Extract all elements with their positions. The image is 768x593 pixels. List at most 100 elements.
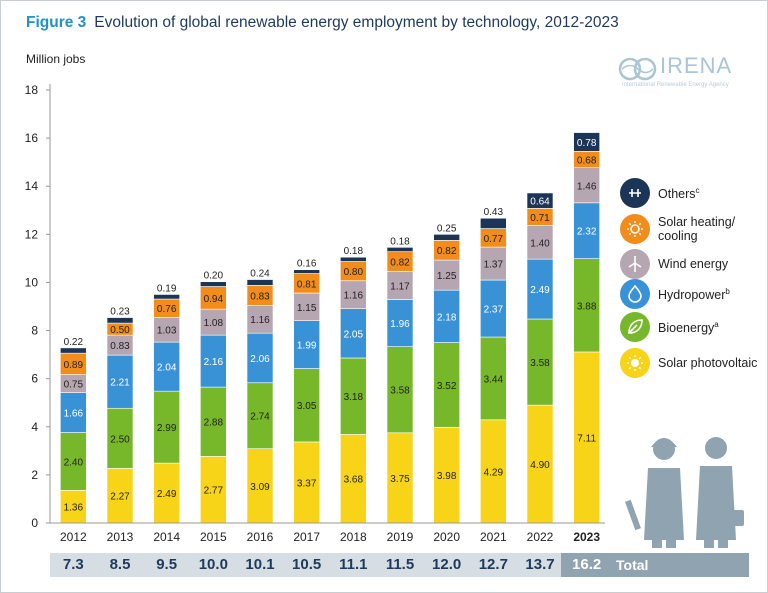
y-tick-label: 8 — [31, 324, 38, 338]
data-label: 1.17 — [390, 281, 410, 292]
bar-segment — [246, 382, 274, 449]
x-tick-label: 2013 — [107, 530, 134, 544]
x-tick-label: 2017 — [293, 530, 320, 544]
legend-label: Solar photovoltaic — [658, 356, 758, 370]
data-label: 3.52 — [437, 381, 457, 392]
bar-segment — [60, 489, 87, 524]
data-label: 0.94 — [204, 294, 224, 305]
data-label: 2.27 — [110, 492, 130, 503]
plug-icon — [620, 178, 650, 208]
data-label: 2.40 — [64, 457, 84, 468]
y-axis-label: Million jobs — [26, 52, 86, 66]
total-value: 12.0 — [432, 556, 462, 573]
sun-outline-icon — [620, 214, 650, 244]
total-value: 8.5 — [109, 556, 131, 573]
bar-segment — [526, 404, 554, 524]
y-tick-label: 6 — [31, 372, 38, 386]
sun-icon — [620, 348, 650, 378]
data-label: 0.77 — [484, 234, 504, 245]
data-label: 0.71 — [530, 213, 550, 224]
bar-segment — [246, 332, 274, 384]
data-label: 1.46 — [577, 181, 597, 192]
bar-segment — [153, 390, 180, 464]
legend-label: Bioenergya — [658, 320, 719, 336]
y-tick-label: 2 — [31, 468, 38, 482]
bar-segment — [153, 462, 180, 524]
bar-segment — [433, 342, 460, 428]
legend-item: Othersc — [620, 175, 768, 211]
data-label: 2.32 — [577, 227, 597, 238]
legend-footnote-mark: b — [725, 287, 730, 297]
data-label: 1.03 — [157, 326, 177, 337]
bar-segment — [106, 317, 134, 324]
data-label: 0.19 — [157, 283, 177, 294]
data-label: 0.78 — [577, 138, 597, 149]
data-label: 2.88 — [204, 418, 224, 429]
data-label: 1.96 — [390, 319, 410, 330]
bar-segment — [480, 419, 507, 524]
data-label: 3.09 — [250, 482, 270, 493]
bar-segment — [526, 318, 554, 406]
bar-stacks: 1.36 2.40 1.66 0.75 0.89 0.22 2.27 2.50 2.21 0.83… — [60, 132, 600, 524]
bar-segment — [293, 320, 320, 369]
figure-title-row: Figure 3 Evolution of global renewable en… — [26, 14, 619, 32]
data-label: 1.40 — [530, 238, 550, 249]
bar-segment — [246, 279, 274, 286]
figure-title: Evolution of global renewable energy emp… — [94, 14, 619, 31]
legend-label: Solar heating/ cooling — [658, 215, 736, 243]
legend-footnote-mark: a — [714, 320, 719, 330]
legend-label: Othersc — [658, 186, 700, 202]
bar-segment — [526, 258, 554, 320]
bar-segment — [246, 448, 274, 524]
bar-segment — [200, 334, 227, 388]
legend-item: Wind energy — [620, 246, 768, 282]
totals-strip-highlight — [561, 553, 749, 577]
y-tick-label: 18 — [25, 83, 39, 97]
legend-label: Hydropowerb — [658, 287, 730, 303]
data-label: 0.80 — [344, 267, 364, 278]
y-tick-label: 12 — [25, 227, 39, 241]
data-label: 2.05 — [344, 329, 364, 340]
bar-segment — [526, 225, 554, 260]
data-label: 3.98 — [437, 471, 457, 482]
wind-turbine-icon — [620, 249, 650, 279]
y-tick-label: 14 — [25, 179, 39, 193]
data-label: 0.22 — [64, 337, 84, 348]
data-label: 1.66 — [64, 409, 84, 420]
bar-segment — [480, 279, 507, 338]
total-value: 10.0 — [198, 556, 228, 573]
y-tick-label: 10 — [25, 275, 39, 289]
total-value: 13.7 — [525, 556, 555, 573]
data-label: 0.16 — [297, 259, 317, 270]
bar-segment — [293, 292, 320, 321]
total-value: 10.1 — [245, 556, 275, 573]
x-tick-label: 2023 — [573, 530, 600, 544]
data-label: 3.44 — [484, 374, 504, 385]
bar-segment — [526, 192, 554, 209]
total-value: 10.5 — [292, 556, 322, 573]
water-drop-icon — [620, 279, 650, 309]
data-label: 0.75 — [64, 380, 84, 391]
bar-segment — [106, 407, 134, 469]
bar-segment — [153, 341, 180, 392]
data-label: 2.37 — [484, 305, 504, 316]
bar-segment — [480, 217, 507, 229]
x-tick-label: 2019 — [387, 530, 414, 544]
data-label: 7.11 — [577, 433, 596, 444]
bar-segment — [200, 386, 227, 457]
data-label: 0.18 — [390, 236, 410, 247]
bar-segment — [433, 289, 460, 343]
bar-segment — [480, 336, 507, 421]
data-label: 0.76 — [157, 304, 177, 315]
data-label: 3.75 — [390, 474, 410, 485]
data-label: 1.37 — [484, 260, 504, 271]
x-tick-label: 2018 — [340, 530, 367, 544]
data-label: 3.68 — [344, 475, 364, 486]
bar-segment — [573, 167, 600, 204]
y-axis: 0 2 4 6 8 10 12 14 16 18 — [25, 83, 51, 530]
workers-illustration — [625, 437, 744, 548]
bar-segment — [340, 256, 367, 262]
data-label: 3.88 — [577, 301, 597, 312]
data-label: 1.16 — [250, 315, 270, 326]
